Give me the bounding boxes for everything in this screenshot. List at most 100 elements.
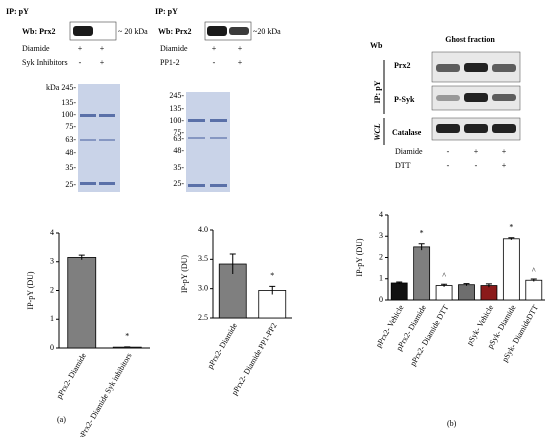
wb-label: Wb: Prx2 [158,27,192,36]
y-axis-label: IP-pY (DU) [355,238,364,276]
y-tick-label: 4 [50,228,54,237]
band [229,27,249,35]
y-tick-label: 4 [379,210,383,219]
sign: + [212,44,217,53]
sign: + [100,58,105,67]
row-label: PP1-2 [160,58,180,67]
size-label: ~20 kDa [253,27,281,36]
y-axis-label: IP-pY (DU) [180,255,189,293]
y-tick-label: 2 [379,252,383,261]
y-tick-label: 3 [379,231,383,240]
panel-label: (b) [447,419,457,428]
ip-label: IP: pY [373,80,382,103]
blot-bands [436,63,516,133]
error-bar [78,254,85,260]
sign: + [474,147,479,156]
x-tick-label: pPrx2- Diamide [55,351,89,400]
wb-label: Wb [370,41,383,50]
bar [502,238,520,301]
ladder-label: 35- [65,163,76,172]
wb-label: Wb: Prx2 [22,27,56,36]
y-tick-label: 2.5 [198,313,208,322]
error-bar [229,253,236,274]
annotation: * [125,332,129,341]
band-label: P-Syk [394,95,415,104]
ladder-label: 48- [173,146,184,155]
ip-label: IP: pY [155,7,178,16]
sign: + [502,161,507,170]
ladder-label: 25- [65,180,76,189]
annotation: ^ [442,271,446,280]
bar [67,257,97,349]
error-bar [508,237,515,240]
ladder-label: 75- [65,122,76,131]
ladder-label: 63- [173,134,184,143]
bar [413,246,431,301]
y-tick-label: 0 [379,295,383,304]
ladder-label: 48- [65,148,76,157]
y-tick-label: 1 [379,274,383,283]
fraction-label: Ghost fraction [445,35,495,44]
sign: + [100,44,105,53]
ladder-label: 100- [169,116,184,125]
bar [258,290,287,319]
error-bar [396,281,403,285]
annotation: * [509,223,513,232]
ladder-label: kDa 245- [46,83,76,92]
ladder-label: 100- [61,110,76,119]
row-label: DTT [395,161,411,170]
bar [458,284,475,301]
y-tick-label: 0 [50,343,54,352]
ladder-label: 135- [169,104,184,113]
sign: - [447,161,450,170]
annotation: * [270,271,274,280]
y-tick-label: 3.0 [198,283,208,292]
y-tick-label: 3 [50,257,54,266]
ladder-label: 25- [173,179,184,188]
ladder-label: 63- [65,135,76,144]
gel [78,84,120,192]
error-bar [124,346,131,348]
bar [525,279,543,301]
error-bar [530,278,537,282]
error-bar [418,243,425,251]
gel-bands [188,119,227,187]
ladder-label: 245- [169,91,184,100]
row-label: Diamide [160,44,188,53]
row-label: Diamide [395,147,423,156]
gel-bands [80,114,115,185]
bar [390,282,408,301]
error-bar [269,285,276,295]
x-tick-label: pPrx2- Diamide PP1-PP2 [230,321,279,396]
size-label: ~ 20 kDa [118,27,148,36]
band [207,26,227,36]
error-bar [463,283,470,286]
error-bar [441,283,448,287]
x-tick-label: pPrx2- Diamide [206,321,240,370]
y-tick-label: 4.0 [198,225,208,234]
ip-label: IP: pY [6,7,29,16]
sign: - [475,161,478,170]
ladder-label: 35- [173,163,184,172]
sign: + [78,44,83,53]
ladder-label: 135- [61,98,76,107]
y-tick-label: 3.5 [198,254,208,263]
annotation: * [420,229,424,238]
sign: + [238,44,243,53]
bar [435,285,453,301]
sign: - [447,147,450,156]
sign: + [238,58,243,67]
ladder-label: 75- [173,128,184,137]
sign: - [213,58,216,67]
bar [480,285,498,301]
error-bar [485,283,492,288]
sign: - [79,58,82,67]
wcl-label: WCL [373,123,382,140]
sign: + [502,147,507,156]
panel-label: (a) [57,415,66,424]
gel [186,92,230,192]
band-label: Catalase [392,128,422,137]
band [73,26,93,36]
x-tick-label: pPrx2- Diamide Syk inhibitors [77,351,134,437]
